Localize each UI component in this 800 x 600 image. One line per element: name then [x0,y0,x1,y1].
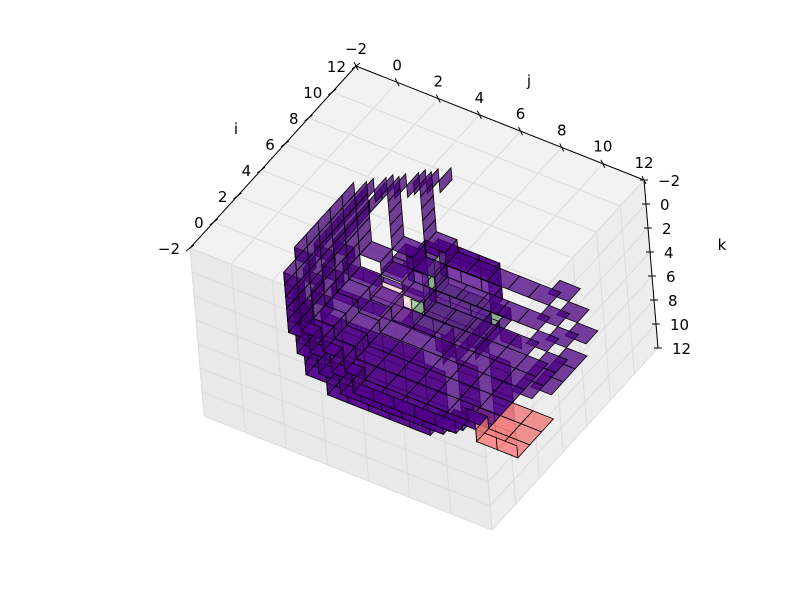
voxel [401,268,436,304]
tick-label-j: 12 [634,154,653,172]
grid-line [491,347,659,531]
voxel-face [444,238,459,266]
tick-label-i: 0 [194,214,204,232]
tick-mark [327,88,337,96]
voxel-face [401,268,416,296]
voxel [495,436,531,459]
voxel [516,308,551,331]
voxel-face [351,366,366,394]
voxel-face [475,415,490,443]
tick-label-i: 2 [218,188,228,206]
voxel-face [422,288,437,316]
voxel-face [390,223,405,251]
tick-mark [256,166,266,174]
voxel-face [412,243,427,271]
voxel-layer [283,166,599,459]
voxel-face [433,263,448,291]
tick-label-k: 6 [666,268,676,286]
grid-line [199,367,489,483]
tick-label-j: 0 [392,56,402,74]
voxel-face [438,166,453,194]
tick-label-i: 12 [327,58,346,76]
tick-label-k: 2 [662,220,672,238]
tick-label-k: 10 [670,316,689,334]
grid-line [619,205,635,375]
tick-label-k: 8 [668,292,678,310]
tick-mark [394,78,400,87]
tick-mark [435,94,441,103]
voxel [438,166,453,194]
tick-label-k: 0 [660,196,670,214]
grid-line [596,231,612,401]
tick-mark [233,192,242,200]
tick-label-j: 10 [593,138,612,156]
voxel-face [495,437,519,459]
grid-line [201,391,491,507]
tick-mark [476,110,482,120]
voxel [527,283,562,306]
axis-label-k: k [718,236,727,254]
grid-line [332,91,621,207]
axis-label-j: j [526,72,531,90]
tick-mark [209,218,219,226]
tick-mark [304,114,313,122]
tick-mark [353,61,359,71]
grid-line [271,280,287,449]
tick-label-i: 4 [242,162,252,180]
grid-line [572,257,588,427]
voxel-face [299,305,314,333]
grid-line [230,264,246,433]
voxel-face [434,412,457,435]
tick-label-k: 4 [664,244,674,262]
tick-label-j: 8 [557,121,567,139]
voxel [412,243,447,279]
tick-label-j: −2 [345,40,367,58]
grid-line [203,415,493,531]
grid-line [230,81,398,265]
voxel-face [516,308,551,331]
axis-line-j [355,65,645,181]
voxel-face [527,283,562,306]
axis-lines [185,61,662,349]
voxel [433,263,469,299]
grid-line [260,169,550,285]
tick-label-i: 8 [289,110,299,128]
tick-label-i: −2 [158,240,180,258]
tick-mark [280,140,290,148]
tick-mark [185,244,195,252]
grid-line [197,343,487,459]
grid-line [308,117,597,233]
tick-label-i: 6 [265,136,275,154]
voxel-face [343,345,357,373]
voxel-face [423,218,437,246]
axis-line-k [643,179,659,349]
tick-label-j: 2 [434,73,444,91]
axis-label-i: i [234,120,238,138]
tick-label-k: −2 [658,172,680,190]
voxel-face [321,325,336,353]
tick-label-k: 12 [672,340,691,358]
tick-mark [600,159,606,168]
tick-label-j: 4 [475,89,485,107]
tick-label-i: 10 [303,84,322,102]
tick-mark [518,126,524,136]
grid-line [189,247,205,417]
axis-line-i [189,65,357,249]
tick-mark [559,143,565,152]
voxel-face [379,248,394,276]
grid-line [489,323,657,507]
voxel [390,223,426,259]
tick-label-j: 6 [516,105,526,123]
voxel [434,411,469,435]
